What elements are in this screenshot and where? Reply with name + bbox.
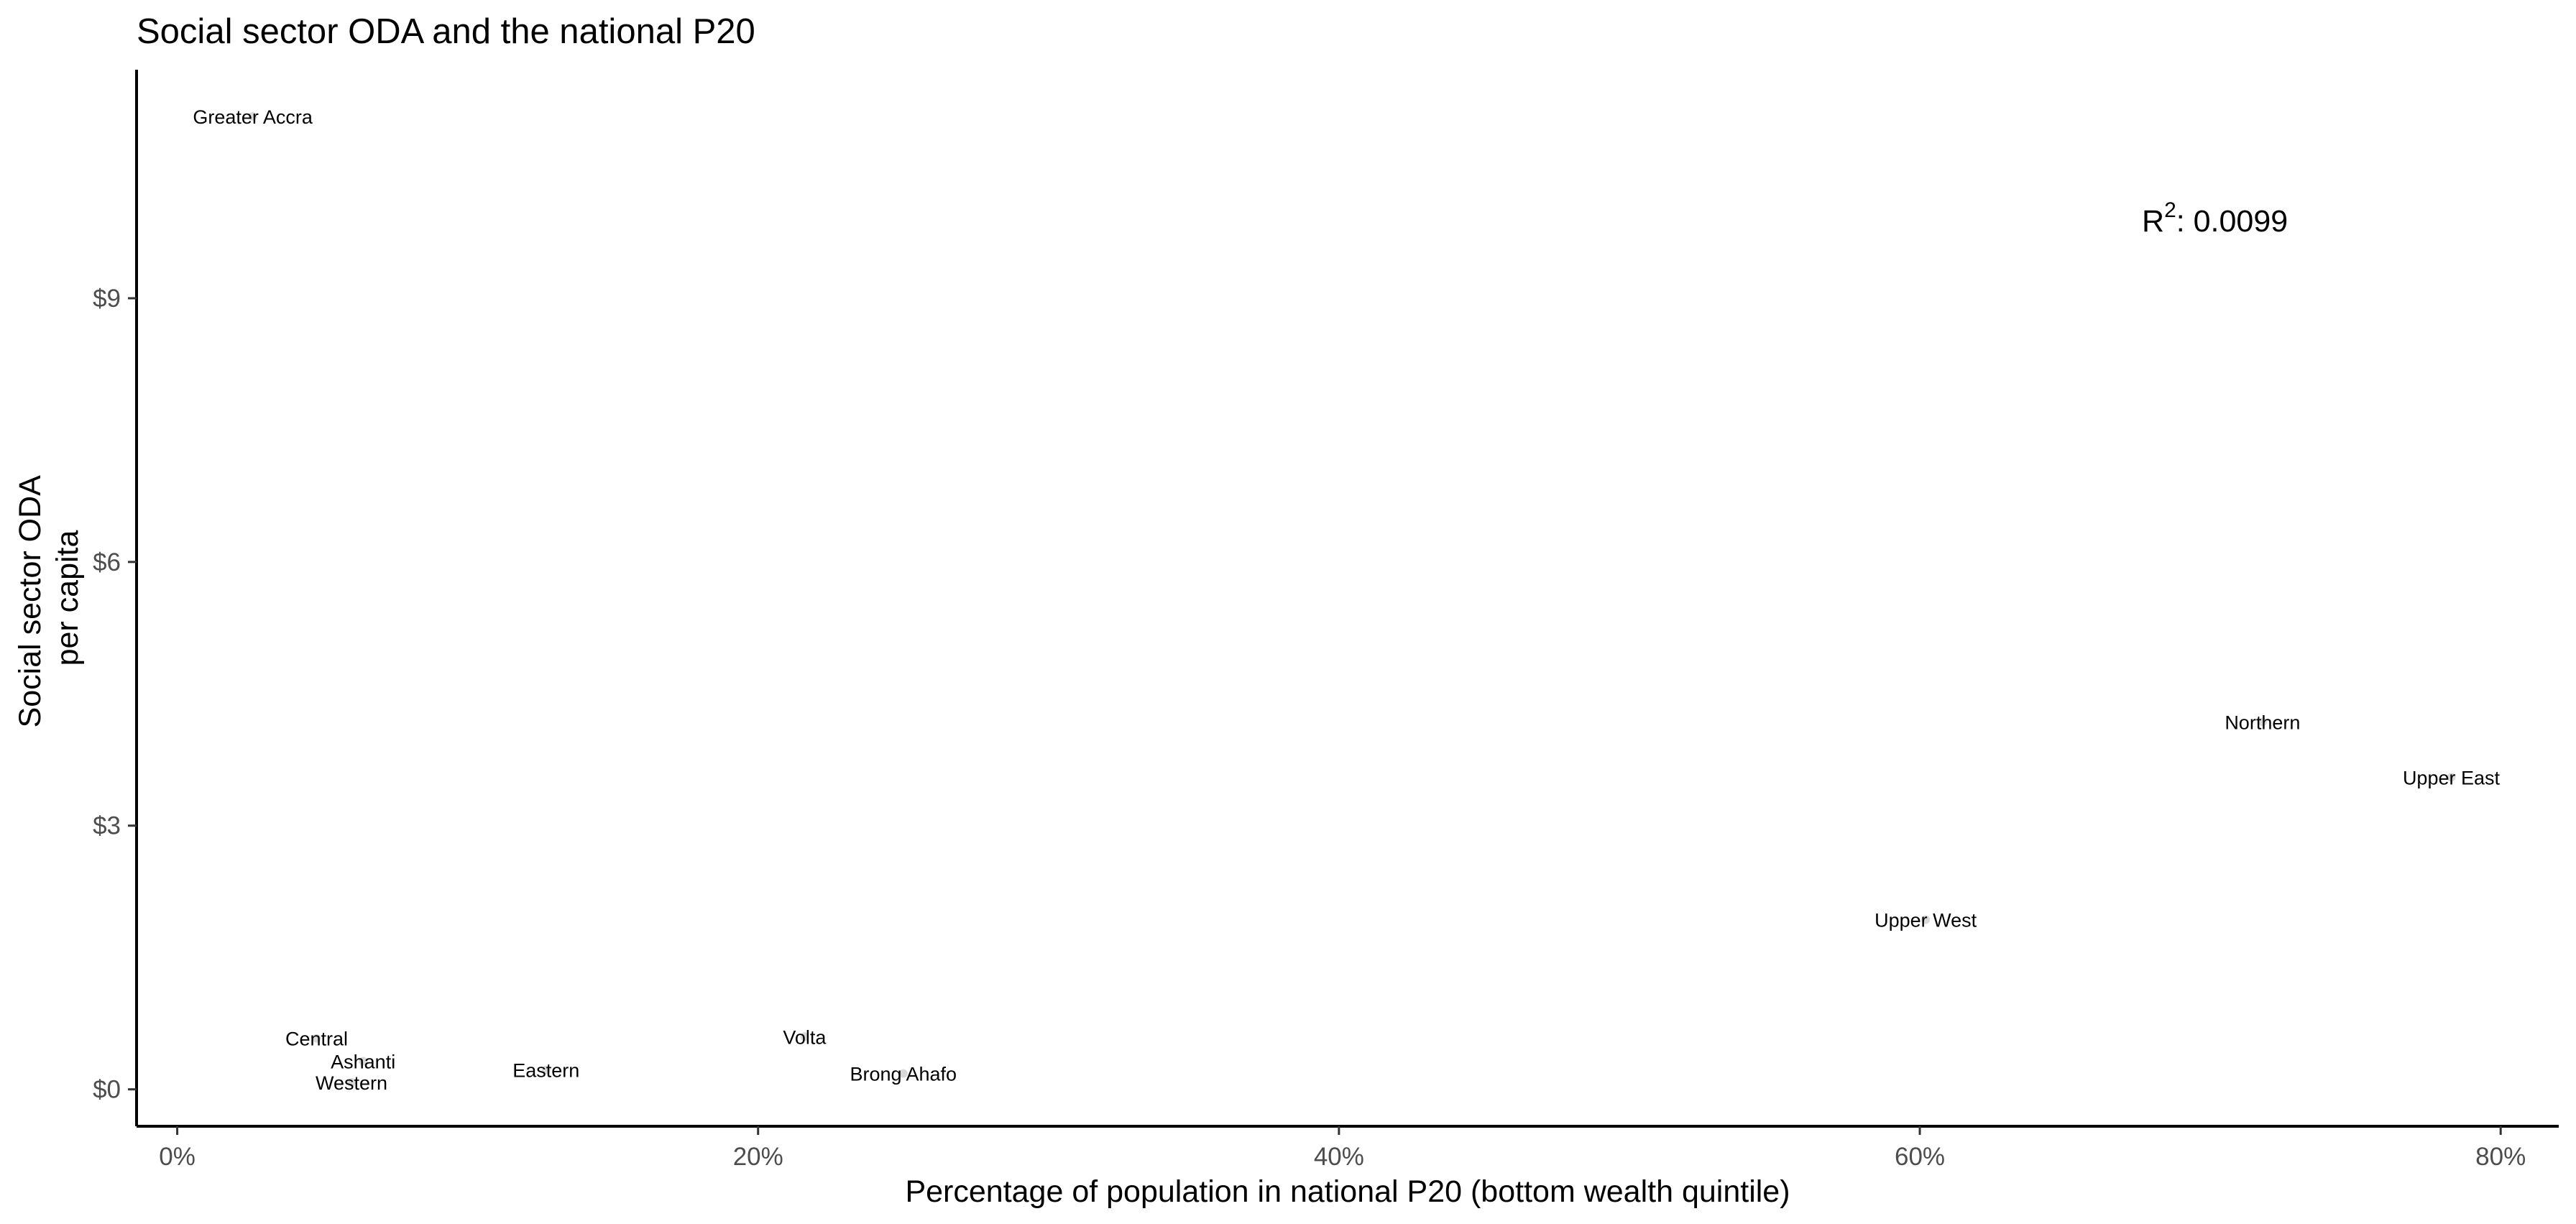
x-tick-label: 20% <box>733 1143 783 1171</box>
r-squared-prefix: R <box>2142 204 2164 239</box>
point-label: Brong Ahafo <box>850 1064 957 1085</box>
y-axis-title-line-2: per capita <box>50 530 85 666</box>
x-axis-title: Percentage of population in national P20… <box>905 1174 1790 1209</box>
point-label: Eastern <box>512 1060 579 1082</box>
data-point <box>248 111 257 121</box>
y-axis-title-line-1: Social sector ODA <box>13 475 47 728</box>
point-label: Ashanti <box>331 1052 395 1073</box>
point-label: Upper West <box>1874 910 1977 931</box>
axes <box>135 70 2559 1128</box>
data-point <box>541 1065 551 1075</box>
data-point <box>1921 915 1931 924</box>
point-label: Northern <box>2225 712 2300 733</box>
y-tick-label: $9 <box>93 285 121 313</box>
x-tick-label: 40% <box>1314 1143 1364 1171</box>
y-tick-label: $3 <box>93 812 121 840</box>
y-axis-title: Social sector ODA per capita <box>13 469 85 728</box>
chart-title: Social sector ODA and the national P20 <box>137 12 755 51</box>
point-label: Central <box>285 1029 348 1050</box>
point-label: Volta <box>783 1026 827 1048</box>
point-label: Western <box>316 1072 387 1094</box>
data-point <box>347 1077 356 1087</box>
data-point <box>898 1069 908 1078</box>
r-squared-superscript: 2 <box>2164 198 2176 222</box>
x-tick-label: 60% <box>1895 1143 1945 1171</box>
data-point <box>2258 717 2267 727</box>
data-point <box>800 1032 809 1041</box>
data-points <box>248 111 2456 1087</box>
y-ticks: $0 $3 $6 $9 <box>93 285 137 1104</box>
data-point <box>2447 773 2456 782</box>
data-point <box>312 1034 321 1043</box>
r-squared-annotation: R2: 0.0099 <box>2142 198 2288 239</box>
point-label: Upper East <box>2403 767 2501 788</box>
x-ticks: 0% 20% 40% 60% 80% <box>159 1126 2526 1171</box>
y-tick-label: $6 <box>93 548 121 576</box>
x-tick-label: 80% <box>2475 1143 2526 1171</box>
point-label: Greater Accra <box>193 106 313 128</box>
y-tick-label: $0 <box>93 1076 121 1104</box>
r-squared-value: : 0.0099 <box>2176 204 2288 239</box>
data-point <box>359 1057 368 1066</box>
x-tick-label: 0% <box>159 1143 196 1171</box>
